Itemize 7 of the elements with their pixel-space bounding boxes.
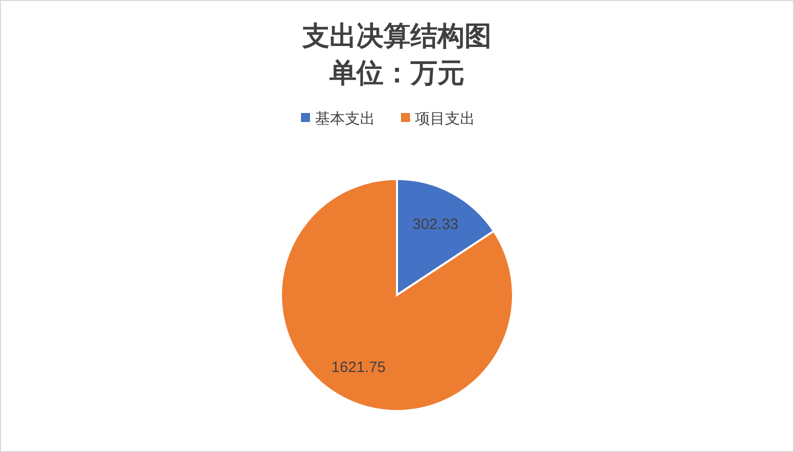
chart-title: 支出决算结构图 [302, 21, 492, 52]
data-label: 302.33 [412, 216, 458, 233]
data-label: 1621.75 [331, 358, 386, 376]
legend-label: 项目支出 [415, 110, 475, 128]
pie-slice [280, 178, 514, 412]
chart-subtitle: 单位：万元 [328, 58, 464, 89]
legend-label: 基本支出 [315, 110, 375, 128]
